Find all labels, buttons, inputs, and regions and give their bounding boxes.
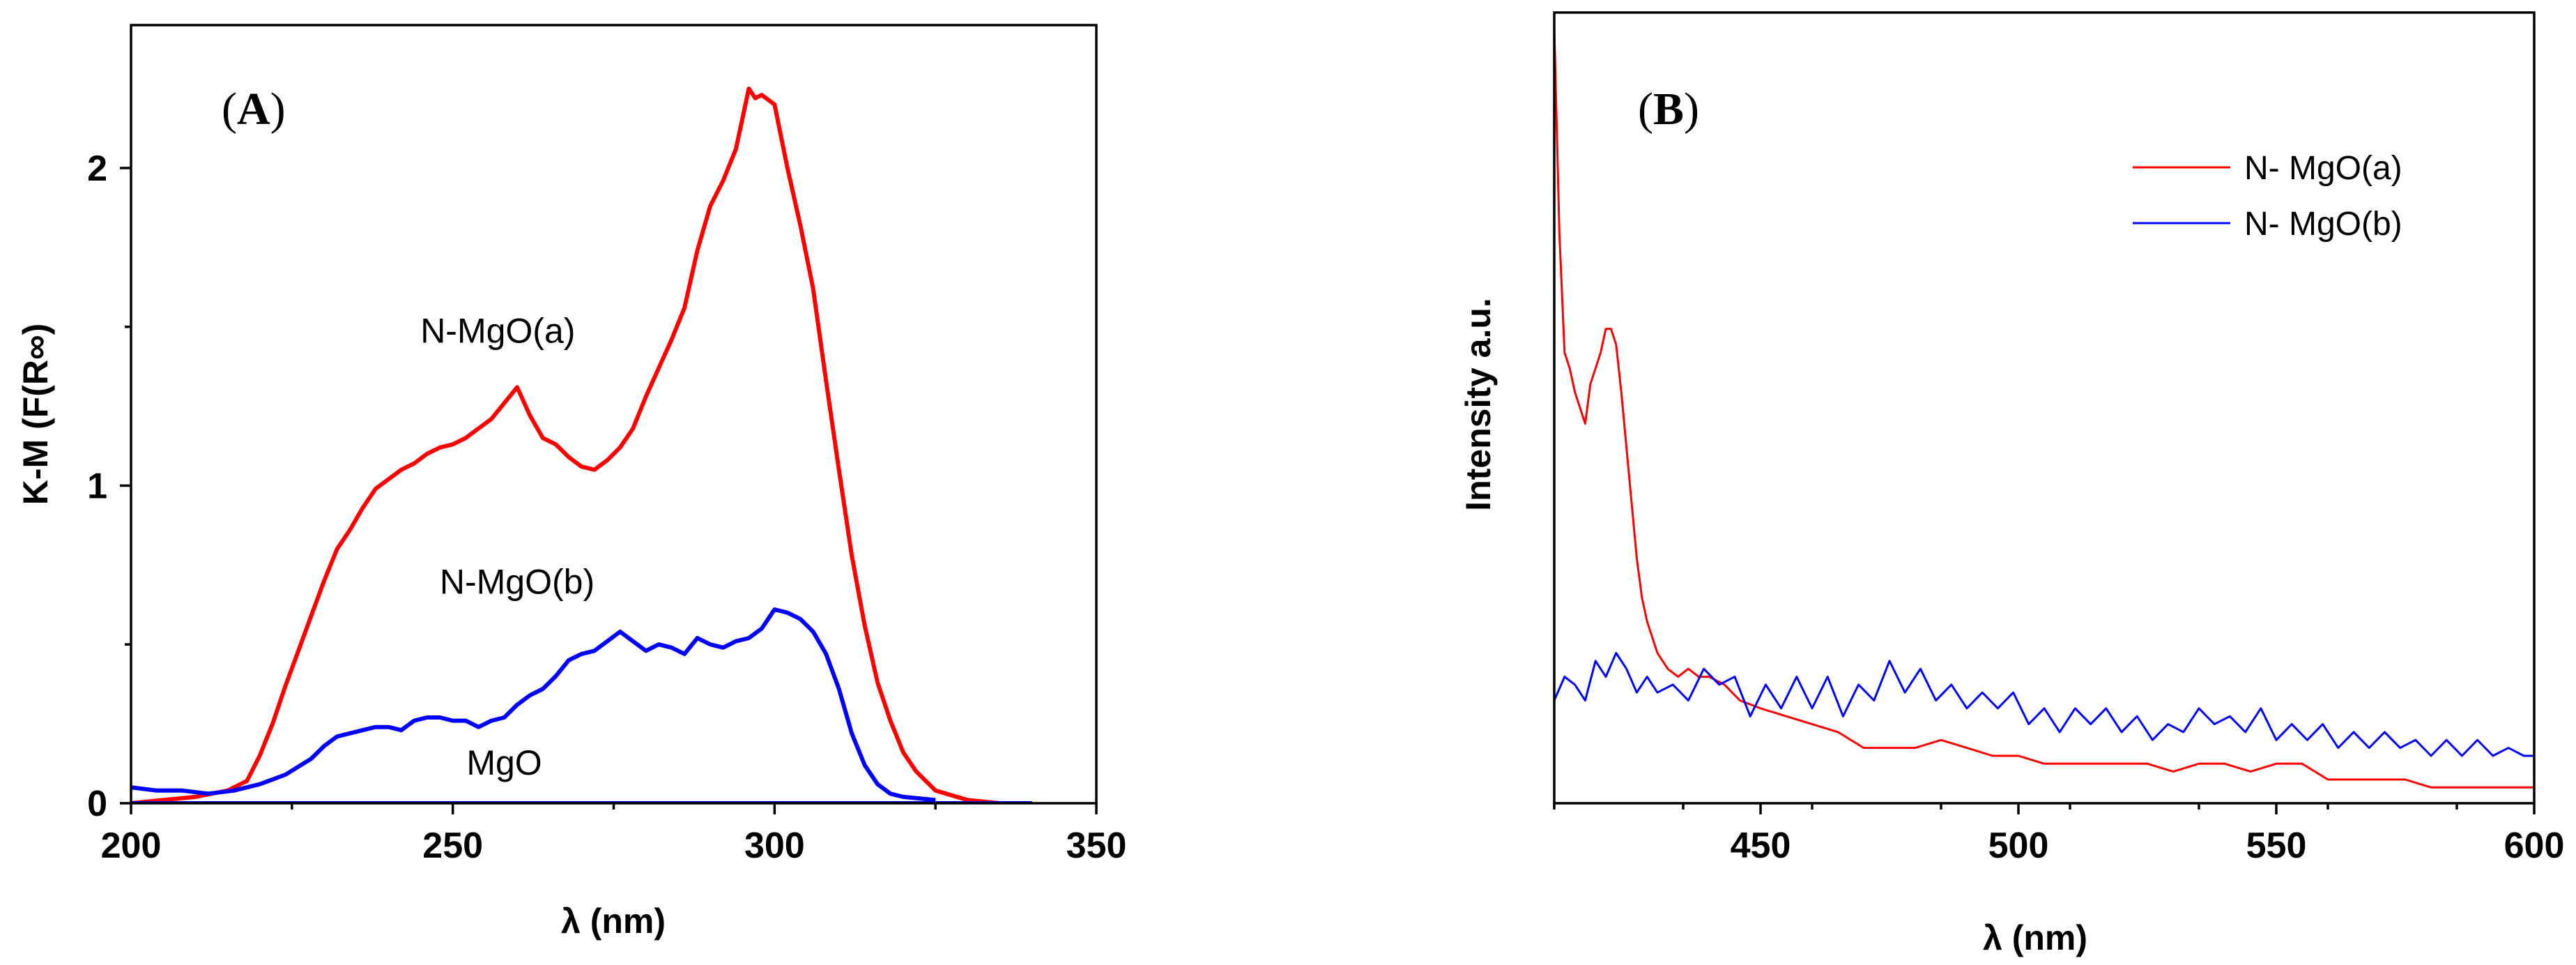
series-line-n-mgo-b bbox=[1554, 652, 2534, 757]
panel-b-y-axis-label: Intensity a.u. bbox=[1459, 298, 1498, 511]
x-tick-label: 600 bbox=[2504, 826, 2565, 866]
panel-b-chart: 450 500 550 600 (B) λ (nm) Intensity a.u. N… bbox=[1459, 11, 2565, 957]
y-tick-label: 2 bbox=[87, 149, 107, 189]
panel-b-series-group bbox=[1554, 28, 2534, 789]
legend-label: N- MgO(b) bbox=[2244, 206, 2402, 243]
y-tick-label: 1 bbox=[87, 466, 107, 506]
panel-a-y-axis-label: K-M (F(R∞) bbox=[16, 324, 55, 506]
series-annotation: N-MgO(b) bbox=[440, 562, 595, 601]
series-line-n-mgo-b bbox=[131, 607, 936, 803]
panel-b-legend: N- MgO(a) N- MgO(b) bbox=[2133, 150, 2402, 243]
panel-b-frame bbox=[1553, 11, 2536, 805]
panel-b-ticks: 450 500 550 600 bbox=[1553, 803, 2565, 866]
y-tick-label: 0 bbox=[87, 784, 107, 824]
x-tick-label: 300 bbox=[744, 826, 805, 866]
panel-a-x-axis-label: λ (nm) bbox=[561, 902, 666, 941]
x-tick-label: 550 bbox=[2246, 826, 2307, 866]
x-tick-label: 350 bbox=[1066, 826, 1127, 866]
x-tick-label: 450 bbox=[1731, 826, 1791, 866]
legend-label: N- MgO(a) bbox=[2244, 150, 2402, 187]
panel-a-label: (A) bbox=[222, 84, 286, 135]
x-tick-label: 500 bbox=[1988, 826, 2049, 866]
panel-b-label: (B) bbox=[1638, 84, 1699, 135]
series-line-n-mgo-a bbox=[1554, 28, 2534, 789]
x-tick-label: 200 bbox=[101, 826, 162, 866]
panel-a-frame bbox=[130, 24, 1098, 805]
panel-a-annotations: N-MgO(a) N-MgO(b) MgO bbox=[420, 312, 595, 782]
x-tick-label: 250 bbox=[422, 826, 483, 866]
series-line-n-mgo-a bbox=[131, 86, 1032, 803]
panel-b-x-axis-label: λ (nm) bbox=[1983, 918, 2087, 957]
panel-a-series-group bbox=[131, 86, 1032, 803]
panel-a-chart: 200 250 300 350 0 1 2 (A) λ (nm) K-M (F(R∞) N-… bbox=[16, 24, 1126, 941]
series-annotation: N-MgO(a) bbox=[420, 312, 575, 351]
series-annotation: MgO bbox=[466, 743, 542, 782]
panel-a-ticks: 200 250 300 350 0 1 2 bbox=[87, 149, 1126, 866]
